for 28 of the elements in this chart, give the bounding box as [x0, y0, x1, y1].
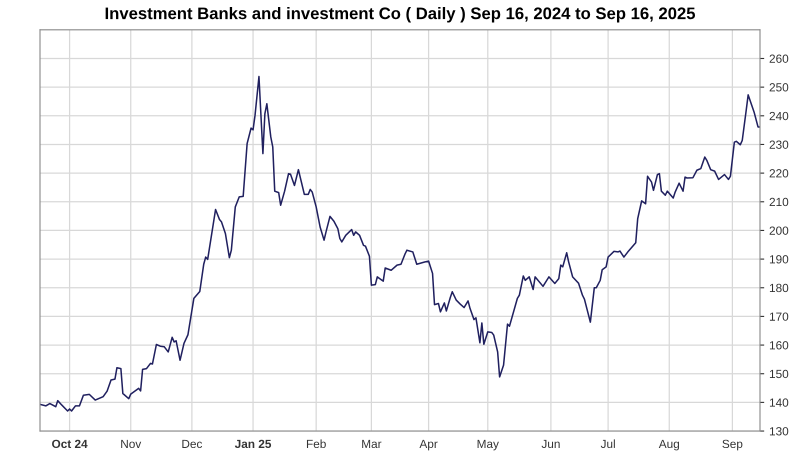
- y-tick-label: 160: [770, 341, 788, 350]
- y-tick-label: 250: [770, 83, 788, 92]
- x-tick-label: Jul: [600, 439, 615, 448]
- x-tick-label: May: [478, 440, 499, 450]
- y-tick-label: 130: [770, 427, 788, 436]
- x-tick-label: Nov: [121, 440, 142, 448]
- y-tick-label: 200: [770, 226, 788, 235]
- x-tick-label: Aug: [658, 440, 680, 450]
- x-tick-label: Sep: [722, 440, 742, 450]
- y-tick-label: 220: [770, 169, 788, 178]
- y-tick-label: 240: [770, 112, 788, 120]
- y-tick-label: 170: [770, 312, 788, 321]
- y-tick-label: 180: [770, 284, 788, 292]
- x-tick-label: Jun: [542, 440, 560, 448]
- x-tick-label: Dec: [182, 440, 202, 448]
- chart-title: Investment Banks and investment Co ( Daily ) Sep 16, 2024 to Sep 16, 2025: [106, 6, 696, 23]
- y-tick-label: 210: [770, 198, 788, 206]
- y-tick-label: 140: [770, 398, 788, 407]
- y-tick-label: 260: [770, 54, 788, 63]
- x-tick-label: Feb: [306, 439, 326, 448]
- x-tick-label: Jan 25: [234, 440, 272, 448]
- x-tick-label: Oct 24: [52, 440, 88, 448]
- line-series: [40, 76, 760, 412]
- y-tick-label: 190: [770, 255, 788, 264]
- y-tick-label: 150: [770, 370, 788, 378]
- x-tick-label: Mar: [362, 440, 382, 448]
- y-tick-label: 230: [770, 140, 788, 149]
- x-tick-label: Apr: [419, 440, 438, 450]
